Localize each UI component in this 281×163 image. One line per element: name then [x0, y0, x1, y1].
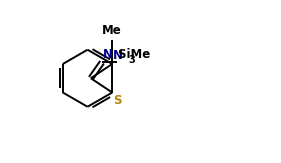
Text: S: S: [114, 94, 122, 107]
Text: SiMe: SiMe: [117, 48, 154, 61]
Text: N: N: [113, 49, 123, 62]
Text: N: N: [103, 48, 113, 61]
Text: Me: Me: [102, 24, 122, 37]
Text: 3: 3: [129, 55, 135, 66]
